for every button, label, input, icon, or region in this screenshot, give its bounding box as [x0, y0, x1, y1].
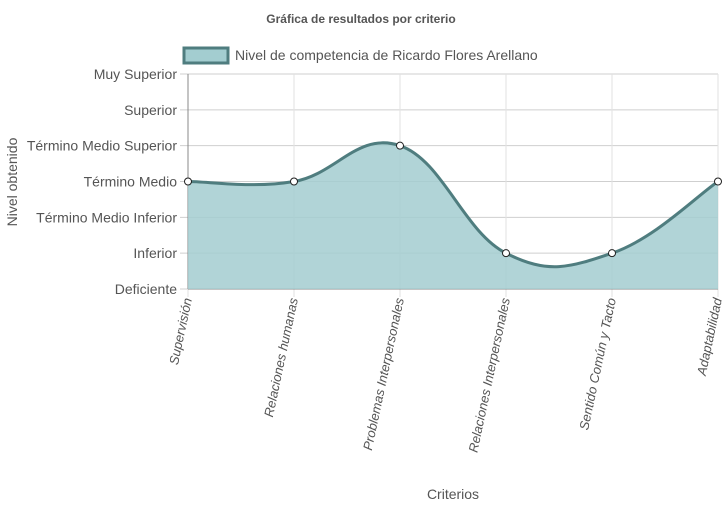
- y-tick-label: Inferior: [133, 245, 177, 261]
- x-tick-label: Problemas Interpersonales: [360, 296, 407, 452]
- data-point[interactable]: [502, 249, 510, 258]
- data-point[interactable]: [608, 249, 616, 258]
- data-point[interactable]: [714, 177, 722, 186]
- x-axis-ticks: Supervisión Relaciones humanas Problemas I…: [166, 296, 722, 454]
- legend-label: Nivel de competencia de Ricardo Flores A…: [235, 47, 538, 63]
- y-tick-label: Término Medio: [84, 174, 178, 190]
- x-tick-label: Sentido Común y Tacto: [576, 297, 619, 432]
- chart-title: Gráfica de resultados por criterio: [266, 12, 455, 26]
- y-tick-label: Término Medio Superior: [27, 138, 178, 154]
- x-tick-label: Adaptabilidad: [694, 296, 722, 378]
- series-line: [187, 141, 719, 269]
- x-tick-label: Relaciones Interpersonales: [466, 296, 514, 454]
- series-area: [188, 142, 718, 289]
- data-point[interactable]: [396, 141, 404, 150]
- x-tick-label: Supervisión: [166, 297, 195, 367]
- y-tick-label: Deficiente: [115, 281, 177, 297]
- legend-swatch: [182, 46, 230, 65]
- y-axis-label: Nivel obtenido: [4, 137, 20, 226]
- legend[interactable]: Nivel de competencia de Ricardo Flores A…: [182, 46, 538, 65]
- plot-area: [187, 141, 719, 289]
- y-tick-label: Superior: [124, 102, 177, 118]
- y-tick-label: Muy Superior: [94, 66, 178, 82]
- y-tick-label: Término Medio Inferior: [36, 209, 177, 225]
- data-point[interactable]: [184, 177, 192, 186]
- data-points: [184, 141, 722, 258]
- y-axis-ticks: Deficiente Inferior Término Medio Inferior…: [27, 66, 178, 297]
- x-tick-label: Relaciones humanas: [261, 296, 301, 418]
- x-axis-label: Criterios: [427, 486, 479, 502]
- data-point[interactable]: [290, 177, 298, 186]
